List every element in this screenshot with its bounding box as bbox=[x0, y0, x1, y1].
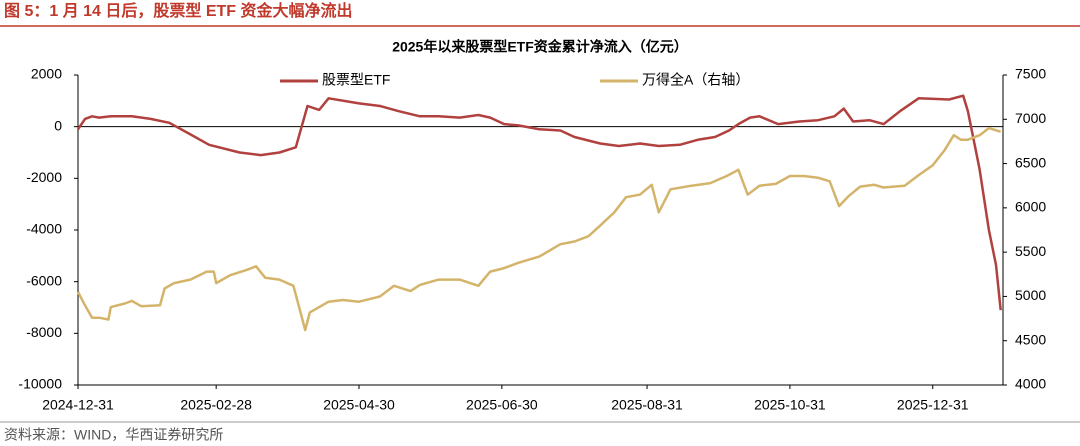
y-tick-label: 2000 bbox=[31, 66, 62, 82]
y2-tick-label: 5000 bbox=[1015, 287, 1046, 303]
y2-tick-label: 5500 bbox=[1015, 243, 1046, 259]
y2-tick-label: 6500 bbox=[1015, 154, 1046, 170]
y-tick-label: -2000 bbox=[26, 169, 62, 185]
x-tick-label: 2025-06-30 bbox=[466, 397, 538, 413]
x-tick-label: 2024-12-31 bbox=[42, 397, 114, 413]
y2-tick-label: 4500 bbox=[1015, 331, 1046, 347]
figure-caption: 图 5：1 月 14 日后，股票型 ETF 资金大幅净流出 bbox=[4, 1, 353, 20]
legend-label: 股票型ETF bbox=[322, 72, 390, 88]
y2-tick-label: 6000 bbox=[1015, 199, 1046, 215]
series-line bbox=[76, 94, 1002, 311]
y-tick-label: -8000 bbox=[26, 324, 62, 340]
y-tick-label: -4000 bbox=[26, 221, 62, 237]
series-line bbox=[76, 126, 1002, 332]
y-tick-label: -6000 bbox=[26, 272, 62, 288]
y2-tick-label: 7000 bbox=[1015, 110, 1046, 126]
x-tick-label: 2025-12-31 bbox=[897, 397, 969, 413]
x-tick-label: 2025-04-30 bbox=[323, 397, 395, 413]
y-tick-label: 0 bbox=[54, 117, 62, 133]
chart-title: 2025年以来股票型ETF资金累计净流入（亿元） bbox=[392, 39, 688, 55]
y2-tick-label: 4000 bbox=[1015, 376, 1046, 392]
x-tick-label: 2025-10-31 bbox=[754, 397, 826, 413]
x-tick-label: 2025-08-31 bbox=[611, 397, 683, 413]
y-tick-label: -10000 bbox=[18, 376, 62, 392]
x-tick-label: 2025-02-28 bbox=[180, 397, 252, 413]
y2-tick-label: 7500 bbox=[1015, 66, 1046, 82]
source-note: 资料来源：WIND，华西证券研究所 bbox=[4, 427, 223, 443]
legend-label: 万得全A（右轴） bbox=[642, 72, 749, 88]
